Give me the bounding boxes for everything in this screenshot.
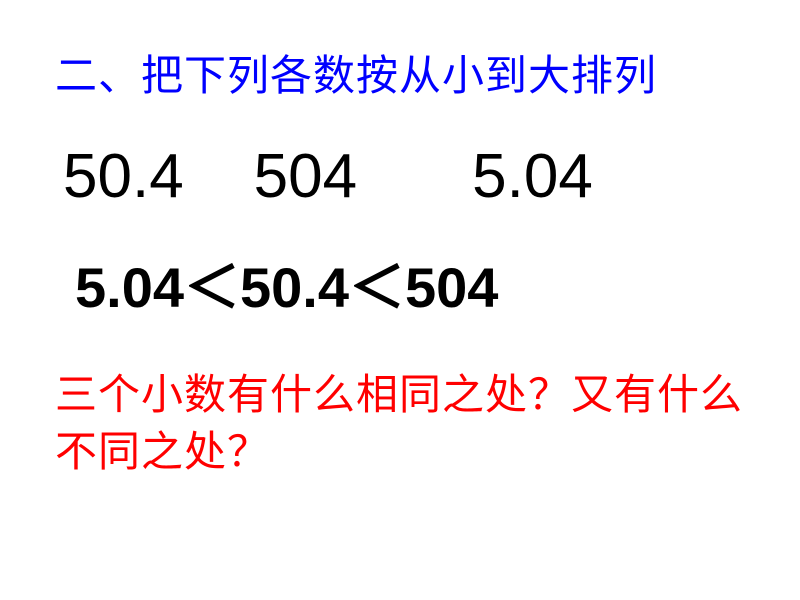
numbers-row: 50.4 504 5.04 xyxy=(63,140,745,214)
answer-value: 504 xyxy=(405,256,498,319)
answer-value: 50.4 xyxy=(240,256,349,319)
section-title: 二、把下列各数按从小到大排列 xyxy=(55,50,745,105)
less-than-icon: ＜ xyxy=(349,258,405,320)
less-than-icon: ＜ xyxy=(184,258,240,320)
follow-up-question: 三个小数有什么相同之处？又有什么不同之处？ xyxy=(55,368,745,481)
number-value: 50.4 xyxy=(63,140,184,214)
answer-value: 5.04 xyxy=(75,256,184,319)
answer-row: 5.04＜50.4＜504 xyxy=(75,254,745,323)
slide-container: 二、把下列各数按从小到大排列 50.45045.04 5.04＜50.4＜504… xyxy=(0,0,800,482)
number-value: 504 xyxy=(254,140,357,214)
number-value: 5.04 xyxy=(472,140,593,214)
